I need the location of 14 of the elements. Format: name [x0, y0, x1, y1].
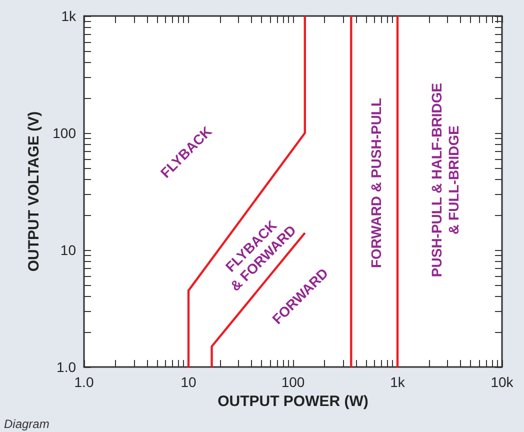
x-tick-label: 100: [281, 374, 305, 390]
x-tick-label: 1.0: [74, 374, 94, 390]
y-tick-label: 1k: [61, 8, 77, 24]
annotation: FORWARD & PUSH-PULL: [368, 98, 384, 268]
text: Diagram: [4, 417, 50, 431]
x-tick-label: 10: [180, 374, 196, 390]
annotation: PUSH-PULL & HALF-BRIDGE & FULL-BRIDGE: [428, 82, 462, 278]
x-tick-label: 10k: [490, 374, 514, 390]
y-axis-title: OUTPUT VOLTAGE (V): [26, 111, 43, 272]
y-tick-label: 1.0: [56, 359, 76, 375]
x-axis-title: OUTPUT POWER (W): [218, 392, 368, 410]
x-tick-label: 1k: [390, 374, 406, 390]
y-tick-label: 10: [60, 242, 76, 258]
y-tick-label: 100: [52, 125, 76, 141]
